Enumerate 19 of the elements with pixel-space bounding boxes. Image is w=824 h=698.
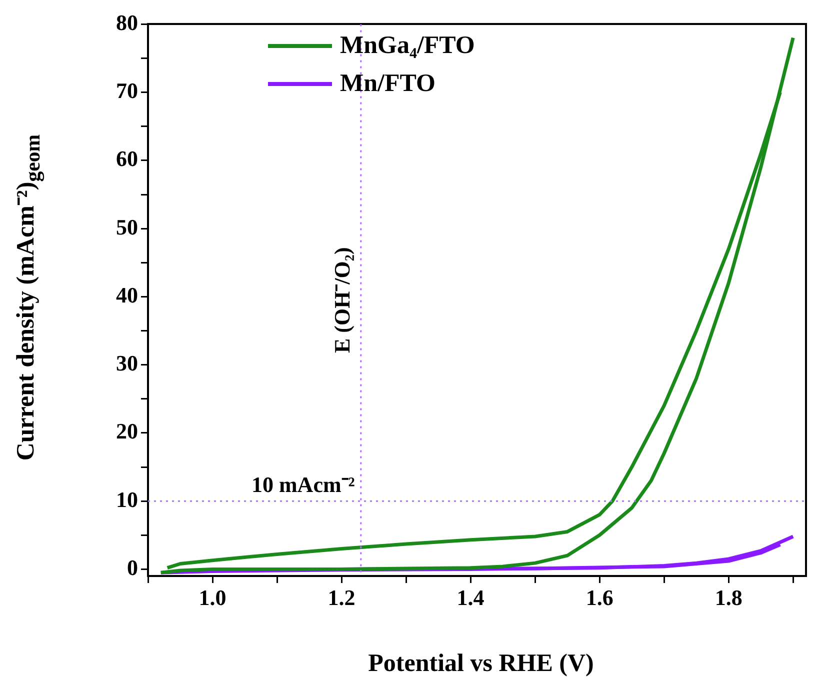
legend-label: Mn/FTO [340, 70, 436, 98]
x-tick-label: 1.0 [198, 584, 226, 610]
y-tick-label: 50 [116, 214, 138, 240]
x-axis-title: Potential vs RHE (V) [367, 650, 595, 678]
ref-line-label: 10 mAcm⁻² [251, 472, 356, 497]
x-tick-label: 1.4 [456, 584, 484, 610]
y-tick-label: 10 [116, 486, 138, 512]
y-tick-label: 0 [127, 554, 138, 580]
y-tick-label: 80 [116, 10, 138, 35]
y-tick-label: 20 [116, 418, 138, 444]
ref-line-label: E (OH⁻/O₂) [330, 247, 355, 354]
x-tick-label: 1.6 [586, 584, 614, 610]
x-tick-label: 1.2 [328, 584, 356, 610]
legend-label: MnGa₄/FTO [340, 32, 475, 60]
x-tick-label: 1.8 [714, 584, 742, 610]
y-tick-label: 30 [116, 350, 138, 376]
y-tick-label: 40 [116, 282, 138, 308]
y-tick-label: 60 [116, 146, 138, 172]
y-tick-label: 70 [116, 78, 138, 104]
